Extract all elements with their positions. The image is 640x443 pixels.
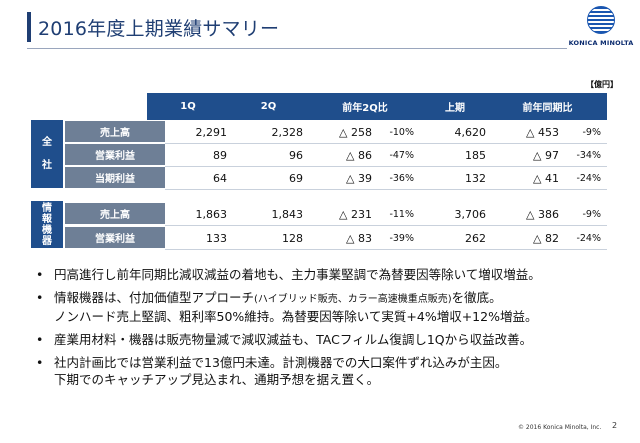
col-header-h1: 上期: [422, 93, 488, 120]
table-cell: △ 39: [346, 171, 372, 185]
bullet-text: 円高進行し前年同期比減収減益の着地も、主力事業堅調で為替要因等除いて増収増益。: [54, 267, 541, 282]
title-divider: [27, 48, 567, 49]
table-cell: -39%: [389, 232, 414, 244]
col-header-yoy-2q: 前年2Q比: [308, 93, 422, 120]
table-cell: 2,328: [271, 125, 304, 139]
copyright-text: © 2016 Konica Minolta, Inc.: [518, 424, 602, 431]
table-cell: -10%: [389, 126, 414, 138]
bullet-text: を徹底。: [451, 290, 502, 305]
unit-label: 【億円】: [586, 80, 618, 89]
page-title: 2016年度上期業績サマリー: [38, 18, 280, 40]
bullet-text-note: (ハイブリッド販売、カラー高速機重点販売): [254, 294, 452, 305]
table-cell: △ 258: [339, 125, 372, 139]
table-cell: 133: [206, 231, 227, 245]
table-cell: △ 83: [346, 231, 372, 245]
group-label-char: 器: [42, 235, 52, 247]
bullet-text: 下期でのキャッチアップ見込まれ、通期予想を据え置く。: [54, 372, 380, 387]
table-cell: -11%: [389, 208, 414, 220]
bullet-text: 情報機器は、付加価値型アプローチ: [54, 290, 255, 305]
bullet-text: 産業用材料・機器は販売物量減で減収減益も、TACフィルム復調し1Qから収益改善。: [54, 332, 533, 347]
table-cell: 1,843: [271, 207, 304, 221]
table-cell: △ 86: [346, 148, 372, 162]
table-cell: △ 231: [339, 207, 372, 221]
group-label-char: 全: [42, 137, 52, 148]
table-cell: 4,620: [454, 125, 487, 139]
row-divider: [165, 225, 607, 226]
table-cell: △ 97: [533, 148, 559, 162]
table-cell: 89: [213, 148, 227, 162]
row-divider: [165, 189, 607, 190]
bullet-text: 社内計画比では営業利益で13億円未達。計測機器での大口案件ずれ込みが主因。: [54, 355, 508, 370]
col-header-1q: 1Q: [147, 93, 229, 120]
slide-header: 2016年度上期業績サマリー: [0, 0, 640, 62]
bullet-item: • 円高進行し前年同期比減収減益の着地も、主力事業堅調で為替要因等除いて増収増益…: [36, 266, 626, 283]
table-cell: -24%: [576, 172, 601, 184]
table-cell: -24%: [576, 232, 601, 244]
row-divider: [165, 166, 607, 167]
group-label-info-equipment: 情 報 機 器: [31, 201, 63, 248]
bullet-item: • 社内計画比では営業利益で13億円未達。計測機器での大口案件ずれ込みが主因。 …: [36, 354, 626, 388]
bullet-dot-icon: •: [36, 355, 44, 370]
row-label-operating-profit: 営業利益: [65, 144, 165, 165]
bullet-dot-icon: •: [36, 332, 44, 347]
table-cell: △ 82: [533, 231, 559, 245]
col-header-2q: 2Q: [229, 93, 308, 120]
table-cell: -47%: [389, 149, 414, 161]
bullet-dot-icon: •: [36, 267, 44, 282]
table-cell: △ 386: [526, 207, 559, 221]
row-label-net-profit: 当期利益: [65, 167, 165, 188]
table-cell: 69: [289, 171, 303, 185]
table-cell: △ 453: [526, 125, 559, 139]
row-label-sales: 売上高: [65, 203, 165, 224]
row-label-operating-profit: 営業利益: [65, 227, 165, 248]
row-label-sales: 売上高: [65, 121, 165, 142]
bullet-text: ノンハード売上堅調、粗利率50%維持。為替要因等除いて実質+4%増収+12%増益…: [54, 309, 538, 324]
table-cell: 3,706: [454, 207, 487, 221]
bullet-dot-icon: •: [36, 290, 44, 305]
results-table: 1Q 2Q 前年2Q比 上期 前年同期比 全 社 売上高 営業利益 当期利益 2…: [31, 93, 607, 253]
bullet-text-line1: 情報機器は、付加価値型アプローチ(ハイブリッド販売、カラー高速機重点販売)を徹底…: [54, 289, 626, 308]
col-header-yoy-h1: 前年同期比: [488, 93, 607, 120]
globe-logo-icon: [587, 6, 615, 34]
table-cell: -9%: [582, 208, 602, 220]
table-cell: -36%: [389, 172, 414, 184]
group-label-char: 社: [42, 160, 52, 171]
table-cell: 96: [289, 148, 303, 162]
table-cell: △ 41: [533, 171, 559, 185]
table-cell: 132: [465, 171, 486, 185]
table-cell: 185: [465, 148, 486, 162]
group-label-char: 情: [42, 202, 52, 214]
logo-wordmark: KONICA MINOLTA: [568, 39, 634, 47]
bullet-item: • 産業用材料・機器は販売物量減で減収減益も、TACフィルム復調し1Qから収益改…: [36, 331, 626, 348]
table-cell: 128: [282, 231, 303, 245]
group-label-char: 報: [42, 213, 52, 225]
table-cell: 64: [213, 171, 227, 185]
summary-bullets: • 円高進行し前年同期比減収減益の着地も、主力事業堅調で為替要因等除いて増収増益…: [36, 266, 626, 394]
table-cell: -34%: [576, 149, 601, 161]
company-logo: KONICA MINOLTA: [568, 6, 634, 60]
title-accent-bar: [27, 12, 31, 42]
row-divider: [165, 143, 607, 144]
group-label-company: 全 社: [31, 120, 63, 188]
row-divider: [165, 249, 607, 250]
table-cell: 2,291: [195, 125, 228, 139]
page-number: 2: [612, 421, 618, 430]
group-label-char: 機: [42, 224, 52, 236]
table-cell: 1,863: [195, 207, 228, 221]
bullet-item: • 情報機器は、付加価値型アプローチ(ハイブリッド販売、カラー高速機重点販売)を…: [36, 289, 626, 325]
table-cell: 262: [465, 231, 486, 245]
table-cell: -9%: [582, 126, 602, 138]
